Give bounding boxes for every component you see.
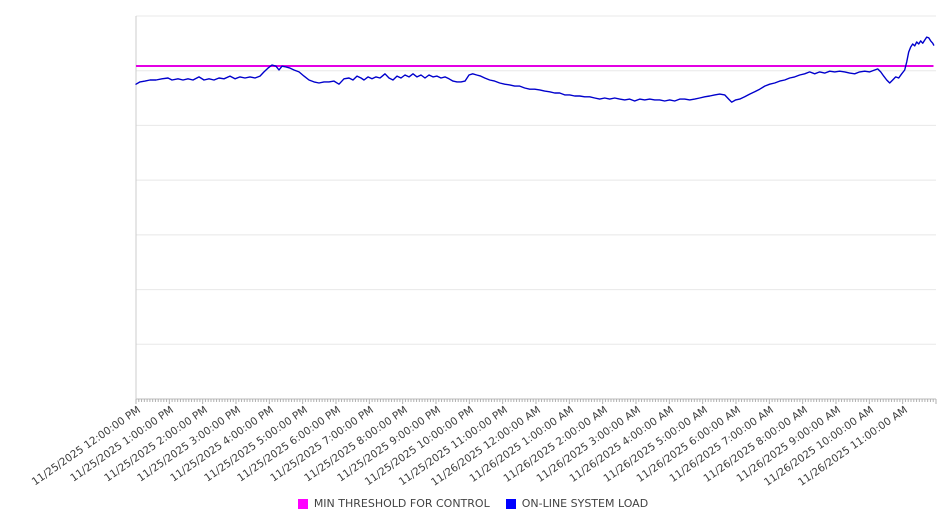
- legend-item-on-line-system-load[interactable]: ON-LINE SYSTEM LOAD: [505, 497, 649, 510]
- legend-item-min-threshold-for-control[interactable]: MIN THRESHOLD FOR CONTROL: [297, 497, 490, 510]
- legend-swatch-icon: [297, 498, 308, 509]
- legend-label: ON-LINE SYSTEM LOAD: [521, 497, 649, 510]
- chart-legend: MIN THRESHOLD FOR CONTROL ON-LINE SYSTEM …: [0, 497, 946, 510]
- legend-swatch-icon: [505, 498, 516, 509]
- legend-label: MIN THRESHOLD FOR CONTROL: [313, 497, 490, 510]
- series-line: [135, 36, 935, 103]
